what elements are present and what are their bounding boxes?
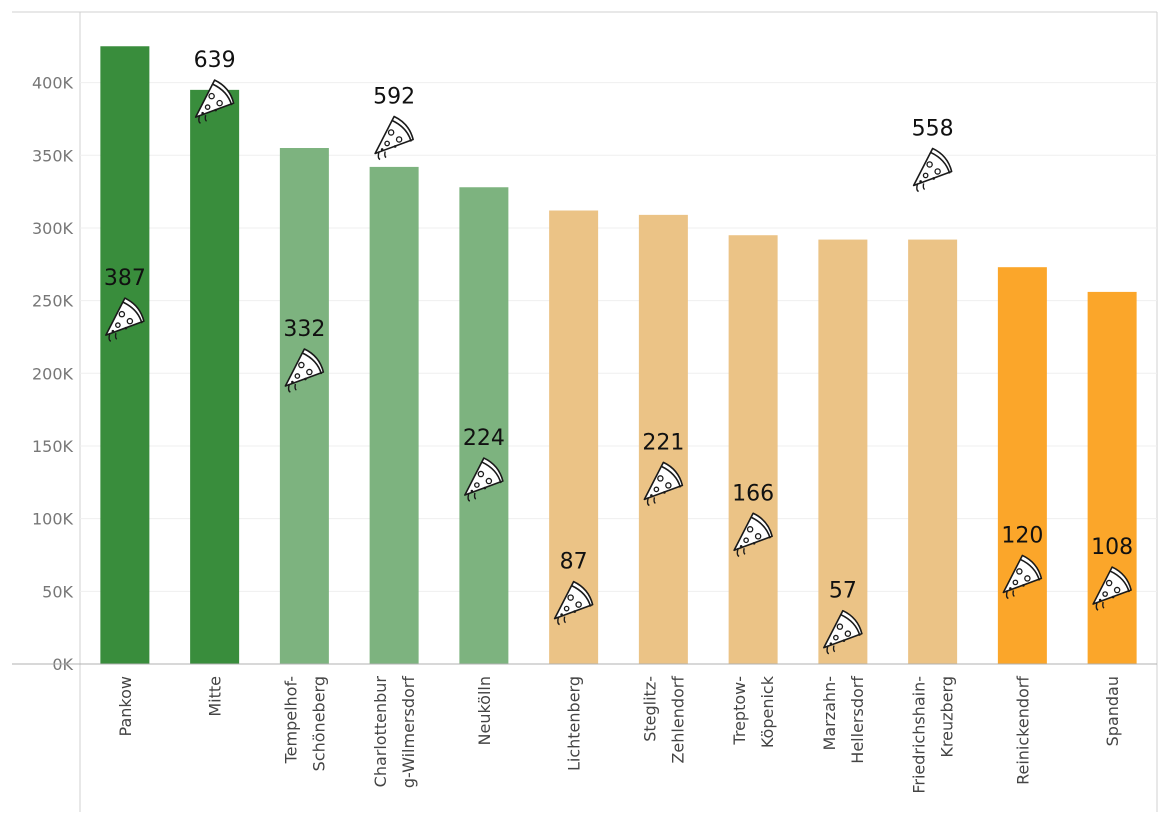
y-tick-label: 250K <box>32 292 74 311</box>
x-tick-label: Tempelhof- Schöneberg <box>281 676 328 771</box>
plot-frame <box>12 11 1158 812</box>
x-tick-label-line: Mitte <box>206 676 225 717</box>
bar <box>1087 291 1137 664</box>
bar <box>728 235 778 664</box>
x-tick-label-line: Treptow- <box>730 676 749 746</box>
x-tick-label: Steglitz- Zehlendorf <box>640 676 687 764</box>
x-tick-label-line: Reinickendorf <box>1013 676 1032 785</box>
x-tick-label: Mitte <box>206 676 225 717</box>
x-tick-label: Friedrichshain- Kreuzberg <box>910 676 957 794</box>
pizza-slice-icon <box>374 115 414 161</box>
x-tick-label: Pankow <box>116 676 135 736</box>
pizza-count-label: 224 <box>463 426 505 451</box>
pizza-count-label: 558 <box>912 116 954 141</box>
pizza-count-label: 166 <box>732 481 774 506</box>
x-axis-ticks: Pankow Mitte Tempelhof- Schöneberg Charlotte… <box>116 675 1122 793</box>
pizza-count-label: 639 <box>194 48 236 73</box>
bar <box>908 239 958 664</box>
y-tick-label: 300K <box>32 219 74 238</box>
x-tick-label: Spandau <box>1103 676 1122 746</box>
bar <box>100 46 150 664</box>
x-tick-label-line: Steglitz- <box>640 676 659 742</box>
x-tick-label-line: Köpenick <box>758 675 777 748</box>
bar <box>459 187 509 664</box>
pizza-count-label: 57 <box>829 579 857 604</box>
y-tick-label: 350K <box>32 146 74 165</box>
x-tick-label: Marzahn- Hellersdorf <box>820 676 867 764</box>
pizza-count-label: 108 <box>1091 535 1133 560</box>
x-tick-label-line: Marzahn- <box>820 676 839 750</box>
y-tick-label: 50K <box>42 582 73 601</box>
x-tick-label: Neukölln <box>475 676 494 745</box>
x-tick-label-line: Schöneberg <box>309 676 328 771</box>
grid-lines <box>80 82 1157 592</box>
x-tick-label: Reinickendorf <box>1013 676 1032 785</box>
x-tick-label-line: Spandau <box>1103 676 1122 746</box>
pizza-count-label: 387 <box>104 266 146 291</box>
pizza-count-label: 221 <box>642 430 684 455</box>
x-tick-label-line: Lichtenberg <box>565 676 584 771</box>
bar <box>997 267 1047 664</box>
x-tick-label-line: Charlottenbur <box>371 676 390 788</box>
bar <box>818 239 868 664</box>
x-tick-label-line: Hellersdorf <box>848 676 867 764</box>
x-tick-label: Lichtenberg <box>565 676 584 771</box>
pizza-count-label: 87 <box>560 550 588 575</box>
y-tick-label: 100K <box>32 510 74 529</box>
bars <box>100 46 1137 665</box>
x-tick-label-line: Kreuzberg <box>938 676 957 758</box>
x-tick-label-line: Zehlendorf <box>668 676 687 764</box>
x-tick-label: Charlottenbur g-Wilmersdorf <box>371 676 418 789</box>
x-tick-label: Treptow- Köpenick <box>730 675 777 748</box>
y-tick-label: 200K <box>32 364 74 383</box>
bar <box>279 148 329 664</box>
bar <box>369 166 419 664</box>
bar <box>190 89 240 665</box>
x-tick-label-line: Neukölln <box>475 676 494 745</box>
x-tick-label-line: Friedrichshain- <box>910 676 929 794</box>
y-tick-label: 400K <box>32 74 74 93</box>
bar <box>638 214 688 664</box>
x-tick-label-line: Tempelhof- <box>281 676 300 764</box>
pizza-count-label: 332 <box>283 317 325 342</box>
y-tick-label: 150K <box>32 437 74 456</box>
x-tick-label-line: Pankow <box>116 676 135 736</box>
pizza-markers: 387 639 332 592 224 87 221 166 57 558 120 108 <box>104 48 1133 655</box>
pizza-count-label: 120 <box>1001 523 1043 548</box>
pizza-count-label: 592 <box>373 84 415 109</box>
x-tick-label-line: g-Wilmersdorf <box>399 676 418 789</box>
